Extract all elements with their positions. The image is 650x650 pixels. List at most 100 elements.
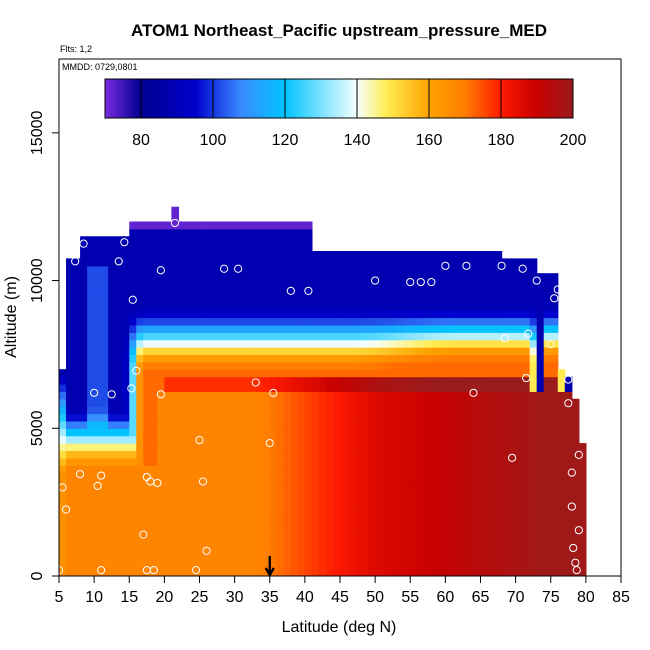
heatmap-cell: [150, 509, 158, 518]
heatmap-cell: [129, 450, 137, 459]
heatmap-cell: [101, 568, 109, 576]
heatmap-cell: [459, 339, 468, 348]
heatmap-cell: [234, 376, 243, 385]
heatmap-cell: [445, 524, 453, 533]
heatmap-cell: [431, 369, 439, 378]
heatmap-cell: [199, 324, 208, 333]
heatmap-cell: [515, 361, 524, 370]
heatmap-cell: [157, 265, 165, 274]
heatmap-cell: [227, 347, 236, 356]
heatmap-cell: [94, 332, 102, 341]
heatmap-cell: [515, 295, 524, 304]
heatmap-cell: [438, 420, 446, 429]
heatmap-cell: [445, 450, 453, 459]
heatmap-cell: [318, 280, 327, 289]
heatmap-cell: [304, 228, 313, 237]
heatmap-cell: [550, 295, 559, 304]
heatmap-cell: [396, 295, 404, 304]
heatmap-cell: [276, 324, 285, 333]
heatmap-cell: [136, 561, 144, 570]
heatmap-cell: [101, 310, 109, 319]
heatmap-cell: [354, 265, 362, 274]
heatmap-cell: [94, 561, 102, 570]
heatmap-cell: [332, 494, 341, 503]
heatmap-cell: [143, 369, 151, 378]
heatmap-cell: [354, 450, 362, 459]
heatmap-cell: [431, 516, 439, 525]
heatmap-cell: [325, 457, 334, 466]
heatmap-cell: [283, 494, 292, 503]
sample-point: [132, 366, 141, 375]
heatmap-cell: [297, 228, 306, 237]
heatmap-cell: [550, 332, 559, 341]
heatmap-cell: [515, 472, 524, 481]
heatmap-cell: [340, 310, 348, 319]
heatmap-cell: [73, 465, 81, 474]
heatmap-cell: [438, 339, 446, 348]
heatmap-cell: [557, 376, 566, 385]
heatmap-cell: [318, 332, 327, 341]
heatmap-cell: [550, 280, 559, 289]
heatmap-cell: [157, 413, 165, 422]
x-tick-label: 35: [261, 589, 279, 606]
heatmap-cell: [466, 487, 475, 496]
heatmap-cell: [459, 332, 468, 341]
heatmap-cell: [73, 295, 81, 304]
heatmap-cell: [522, 509, 531, 518]
heatmap-cell: [487, 494, 496, 503]
heatmap-cell: [318, 339, 327, 348]
heatmap-cell: [494, 413, 503, 422]
heatmap-cell: [171, 420, 180, 429]
heatmap-cell: [480, 376, 489, 385]
heatmap-cell: [550, 450, 559, 459]
heatmap-cell: [340, 450, 348, 459]
heatmap-cell: [354, 406, 362, 415]
heatmap-cell: [396, 487, 404, 496]
heatmap-cell: [248, 369, 257, 378]
heatmap-cell: [234, 546, 243, 555]
heatmap-cell: [452, 391, 461, 400]
heatmap-cell: [375, 531, 383, 540]
heatmap-cell: [550, 398, 559, 407]
heatmap-cell: [361, 568, 369, 576]
heatmap-cell: [234, 435, 243, 444]
heatmap-cell: [122, 376, 130, 385]
heatmap-cell: [529, 295, 538, 304]
heatmap-cell: [543, 332, 552, 341]
heatmap-cell: [164, 273, 173, 282]
heatmap-cell: [108, 568, 116, 576]
heatmap-cell: [396, 561, 404, 570]
heatmap-cell: [550, 428, 559, 437]
heatmap-cell: [368, 406, 376, 415]
heatmap-cell: [157, 457, 165, 466]
heatmap-cell: [94, 324, 102, 333]
sample-point: [156, 390, 165, 399]
heatmap-cell: [185, 450, 194, 459]
heatmap-cell: [290, 332, 299, 341]
heatmap-cell: [325, 531, 334, 540]
heatmap-cell: [304, 273, 313, 282]
heatmap-cell: [557, 413, 566, 422]
heatmap-cell: [157, 273, 165, 282]
heatmap-cell: [529, 265, 538, 274]
heatmap-cell: [410, 383, 418, 392]
heatmap-cell: [157, 324, 165, 333]
heatmap-cell: [276, 310, 285, 319]
heatmap-cell: [122, 273, 130, 282]
heatmap-cell: [108, 347, 116, 356]
heatmap-cell: [199, 221, 208, 230]
heatmap-cell: [347, 391, 355, 400]
heatmap-cell: [529, 406, 538, 415]
sample-point: [191, 565, 201, 575]
heatmap-cell: [255, 494, 264, 503]
heatmap-cell: [473, 361, 482, 370]
heatmap-cell: [94, 457, 102, 466]
sample-point: [371, 276, 380, 285]
heatmap-cell: [143, 487, 151, 496]
heatmap-cell: [494, 494, 503, 503]
heatmap-cell: [255, 273, 264, 282]
heatmap-cell: [417, 420, 425, 429]
heatmap-cell: [129, 531, 137, 540]
heatmap-cell: [129, 376, 137, 385]
heatmap-cell: [283, 391, 292, 400]
